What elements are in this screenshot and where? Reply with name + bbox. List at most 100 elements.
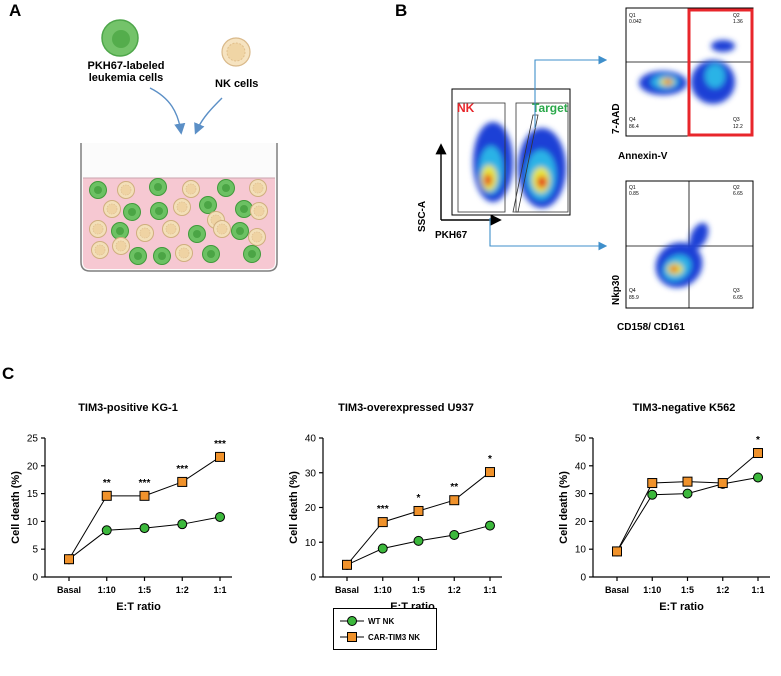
- y-tick-label: 10: [27, 517, 39, 528]
- q4-value: 86.4: [629, 124, 639, 130]
- leukemia-cell: [89, 181, 107, 199]
- panel-label-c: C: [2, 364, 15, 383]
- significance-marker: ***: [139, 478, 151, 489]
- panel-label-a: A: [9, 1, 22, 20]
- significance-marker: **: [450, 482, 458, 493]
- car-point: [177, 476, 188, 487]
- wt-point: [413, 535, 424, 546]
- x-axis-title: E:T ratio: [659, 601, 704, 613]
- leukemia-cell: [129, 247, 147, 265]
- wt-point: [342, 559, 352, 570]
- cd158-axis-label: CD158/ CD161: [617, 322, 685, 333]
- x-tick-label: 1:1: [483, 585, 496, 595]
- leukemia-cell: [231, 222, 249, 240]
- nkp30-q1-value: 0.85: [629, 191, 639, 197]
- y-tick-label: 15: [27, 489, 39, 500]
- wt-point: [377, 543, 388, 554]
- significance-marker: ***: [214, 439, 226, 450]
- nk-gate-label: NK: [457, 101, 475, 115]
- x-tick-label: 1:10: [98, 585, 116, 595]
- y-tick-label: 50: [575, 434, 587, 445]
- x-tick-label: 1:10: [374, 585, 392, 595]
- series-line-wt: [68, 516, 221, 560]
- wt-point: [612, 546, 622, 557]
- y-tick-label: 25: [27, 434, 39, 445]
- chart-2: TIM3-overexpressed U937 0 10 20 30 40 Basal 1:1…: [288, 402, 502, 613]
- nkp30-q3-name: Q3: [733, 288, 740, 294]
- significance-marker: **: [103, 478, 111, 489]
- y-tick-label: 10: [305, 538, 317, 549]
- y-tick-label: 20: [305, 503, 317, 514]
- leukemia-cell: [188, 225, 206, 243]
- wt-point: [64, 554, 74, 565]
- y-tick-label: 20: [27, 461, 39, 472]
- main-dot-plot: NK Target SSC-A PKH67: [417, 88, 571, 241]
- y-axis-title: Cell death (%): [288, 471, 300, 544]
- chart-1: TIM3-positive KG-1 0 5 10 15 20 25 Basal 1:10 1:5…: [10, 402, 232, 613]
- nkp30-q4-value: 85.9: [629, 295, 639, 301]
- q3-name: Q3: [733, 117, 740, 123]
- wt-point: [682, 488, 693, 499]
- y-tick-label: 30: [305, 468, 317, 479]
- nk-cell: [250, 202, 268, 220]
- leukemia-cell: [243, 245, 261, 263]
- x-tick-label: 1:5: [412, 585, 425, 595]
- series-line-wt: [346, 525, 491, 566]
- x-tick-label: 1:5: [138, 585, 151, 595]
- nk-cell: [248, 228, 266, 246]
- panel-label-b: B: [395, 1, 408, 20]
- flow-cytometry-panel: NK Target SSC-A PKH67 Q1 0.042 Q2 1.36 Q…: [417, 7, 754, 333]
- nk-cell: [89, 220, 107, 238]
- wt-legend-marker: [340, 616, 364, 626]
- wt-point: [215, 511, 225, 522]
- leukemia-cells-label: PKH67-labeled leukemia cells: [87, 60, 165, 84]
- arrow-nk-to-well: [194, 97, 223, 135]
- wt-legend-label: WT NK: [368, 616, 395, 626]
- leukemia-cell: [123, 203, 141, 221]
- wt-point: [177, 519, 188, 530]
- x-tick-label: 1:1: [213, 585, 226, 595]
- series-line-car: [616, 452, 759, 552]
- y-tick-label: 0: [580, 573, 586, 584]
- nk-cells-label: NK cells: [215, 78, 259, 90]
- significance-marker: ***: [377, 504, 389, 515]
- chart-title: TIM3-negative K562: [633, 402, 736, 414]
- x-tick-label: 1:2: [448, 585, 461, 595]
- car-point: [139, 490, 150, 501]
- nk-cell: [112, 237, 130, 255]
- target-gate-label: Target: [532, 101, 568, 115]
- nkp30-dot-plot: Q1 0.85 Q2 6.65 Q3 6.65 Q4 85.9 Nkp30 CD…: [611, 180, 754, 333]
- car-point: [377, 517, 388, 528]
- x-tick-label: Basal: [335, 585, 359, 595]
- wt-point: [753, 472, 763, 483]
- car-legend-label: CAR-TIM3 NK: [368, 632, 420, 642]
- x-tick-label: 1:5: [681, 585, 694, 595]
- nk-cell: [136, 224, 154, 242]
- y-tick-label: 0: [32, 573, 38, 584]
- series-line-car: [346, 471, 491, 566]
- car-legend-marker: [340, 632, 364, 642]
- significance-marker: *: [488, 454, 492, 465]
- legend: WT NK CAR-TIM3 NK: [333, 608, 437, 650]
- x-tick-label: 1:1: [751, 585, 764, 595]
- wt-point: [449, 529, 460, 540]
- chart-title: TIM3-positive KG-1: [78, 402, 178, 414]
- nk-cell: [175, 244, 193, 262]
- y-tick-label: 40: [305, 434, 317, 445]
- 7aad-axis-label: 7-AAD: [611, 103, 622, 134]
- car-point: [449, 495, 460, 506]
- significance-marker: ***: [176, 464, 188, 475]
- leukemia-cell: [149, 178, 167, 196]
- nk-cell: [103, 200, 121, 218]
- nk-cell: [182, 180, 200, 198]
- y-tick-label: 20: [575, 517, 587, 528]
- coculture-schematic: [80, 19, 278, 272]
- leukemia-cell: [202, 245, 220, 263]
- car-point: [64, 554, 74, 565]
- nk-cell-icon: [221, 37, 251, 67]
- arrow-to-nkp30: [489, 218, 608, 251]
- car-point: [753, 448, 763, 459]
- x-tick-label: 1:2: [716, 585, 729, 595]
- car-point: [682, 476, 693, 487]
- leukemia-cell: [217, 179, 235, 197]
